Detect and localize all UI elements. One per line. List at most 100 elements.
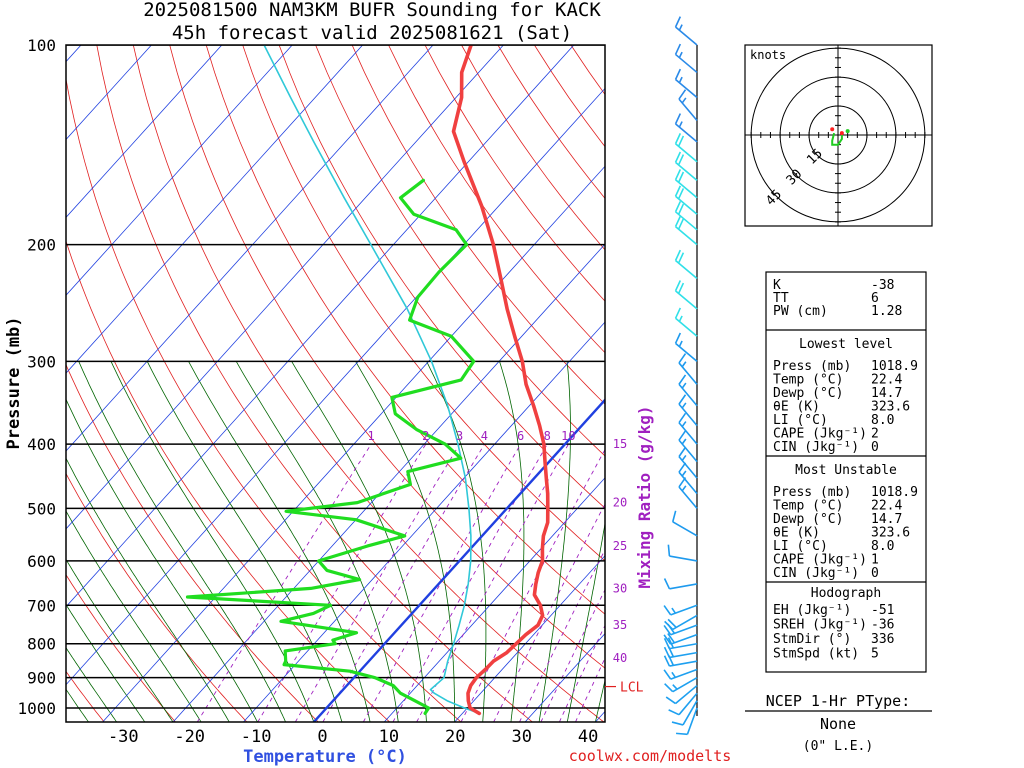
moist-adiabat xyxy=(355,361,455,722)
wind-barb xyxy=(674,201,698,231)
mixing-ratio-label: 10 xyxy=(561,429,575,443)
index-label: K xyxy=(773,278,781,293)
section-title: Hodograph xyxy=(811,586,881,601)
indices-frame xyxy=(765,271,927,673)
mixing-ratio-label: 8 xyxy=(544,429,551,443)
moist-adiabat xyxy=(538,361,571,722)
dry-adiabat xyxy=(351,45,605,405)
freezing-isotherm xyxy=(312,398,605,722)
wind-barb xyxy=(664,676,698,693)
index-label: Temp (°C) xyxy=(773,499,843,514)
isotherm xyxy=(172,243,605,722)
lcl-label: LCL xyxy=(620,681,644,696)
isotherm xyxy=(66,45,223,218)
dry-adiabat xyxy=(388,45,605,354)
y-axis-label: Pressure (mb) xyxy=(4,316,24,449)
y-tick-label: 700 xyxy=(27,596,56,615)
moist-adiabat xyxy=(146,361,343,722)
isotherm xyxy=(102,165,605,722)
plot-frame xyxy=(65,44,606,723)
wind-barb xyxy=(663,578,698,590)
wind-barb xyxy=(663,633,698,645)
index-value: 22.4 xyxy=(871,373,902,388)
mixing-ratio-label: 4 xyxy=(481,429,488,443)
moist-adiabat xyxy=(291,361,427,722)
isotherm xyxy=(66,45,575,608)
wind-barb xyxy=(674,113,698,143)
dry-adiabat xyxy=(461,45,605,251)
mixing-ratio-label: 35 xyxy=(613,618,627,632)
index-value: 22.4 xyxy=(871,499,902,514)
isotherm xyxy=(242,321,605,722)
wind-barb xyxy=(674,280,698,310)
wind-barbs xyxy=(663,16,698,736)
mixing-ratio-label: 2 xyxy=(422,429,429,443)
moist-adiabat xyxy=(188,361,371,722)
ptype-title: NCEP 1-Hr PType: xyxy=(766,692,911,710)
wind-barb xyxy=(674,16,698,46)
y-tick-label: 900 xyxy=(27,669,56,688)
index-value: 0 xyxy=(871,440,879,455)
y-tick-label: 200 xyxy=(27,236,56,255)
wind-barb xyxy=(674,133,698,163)
wind-barb xyxy=(671,510,698,537)
moist-adiabat xyxy=(66,647,118,722)
dry-adiabat xyxy=(132,45,605,722)
isotherm xyxy=(66,45,504,530)
y-tick-label: 400 xyxy=(27,435,56,454)
index-label: TT xyxy=(773,291,789,306)
index-value: -36 xyxy=(871,618,894,633)
x-tick-label: -10 xyxy=(241,727,272,747)
hodograph-top-marker xyxy=(845,129,850,134)
isotherm xyxy=(383,477,605,722)
chart-title-line2: 45h forecast valid 2025081621 (Sat) xyxy=(172,22,572,44)
moist-adiabat xyxy=(566,521,605,722)
index-value: -51 xyxy=(871,603,894,618)
y-tick-label: 1000 xyxy=(17,699,56,718)
index-value: 8.0 xyxy=(871,413,894,428)
wind-barb xyxy=(668,692,698,716)
mixing-ratio-line xyxy=(294,443,460,722)
moist-adiabat xyxy=(66,510,202,722)
index-value: 5 xyxy=(871,647,879,662)
mixing-ratio-line xyxy=(493,503,605,722)
y-tick-label: 500 xyxy=(27,499,56,518)
mixing-ratio-line xyxy=(460,448,605,722)
mixing-ratio-line xyxy=(558,624,605,722)
index-label: CIN (Jkg⁻¹) xyxy=(773,566,859,581)
mixing-ratio-line xyxy=(362,443,521,722)
index-label: Temp (°C) xyxy=(773,373,843,388)
index-label: PW (cm) xyxy=(773,304,828,319)
x-tick-label: 10 xyxy=(379,727,399,747)
storm-motion-marker xyxy=(830,127,835,132)
wind-barb xyxy=(663,668,698,680)
footer-url: coolwx.com/modelts xyxy=(569,747,732,765)
wind-barb xyxy=(678,89,698,122)
index-label: Dewp (°C) xyxy=(773,512,843,527)
isotherm xyxy=(66,45,293,296)
y-tick-label: 800 xyxy=(27,635,56,654)
mixing-ratio-label: 15 xyxy=(613,437,627,451)
wind-barb xyxy=(678,374,698,407)
index-value: 14.7 xyxy=(871,512,902,527)
wind-barb xyxy=(663,637,698,650)
chart-title-line1: 2025081500 NAM3KM BUFR Sounding for KACK xyxy=(143,0,601,21)
mixing-ratio-label: 25 xyxy=(613,539,627,553)
mixing-ratio-line xyxy=(416,443,569,722)
moist-adiabat xyxy=(595,678,605,722)
wind-barb xyxy=(671,700,698,726)
hodograph-units-label: knots xyxy=(750,48,786,62)
dry-adiabat xyxy=(66,472,248,722)
index-label: LI (°C) xyxy=(773,413,828,428)
moist-adiabat xyxy=(110,361,315,722)
dry-adiabat xyxy=(242,45,605,562)
index-label: LI (°C) xyxy=(773,539,828,554)
profile-lines xyxy=(185,45,605,722)
wind-barb xyxy=(678,462,698,495)
wind-barb xyxy=(663,604,698,616)
index-label: CIN (Jkg⁻¹) xyxy=(773,440,859,455)
index-label: CAPE (Jkg⁻¹) xyxy=(773,553,867,568)
mixing-ratio-line xyxy=(540,588,605,722)
y-tick-label: 300 xyxy=(27,352,56,371)
